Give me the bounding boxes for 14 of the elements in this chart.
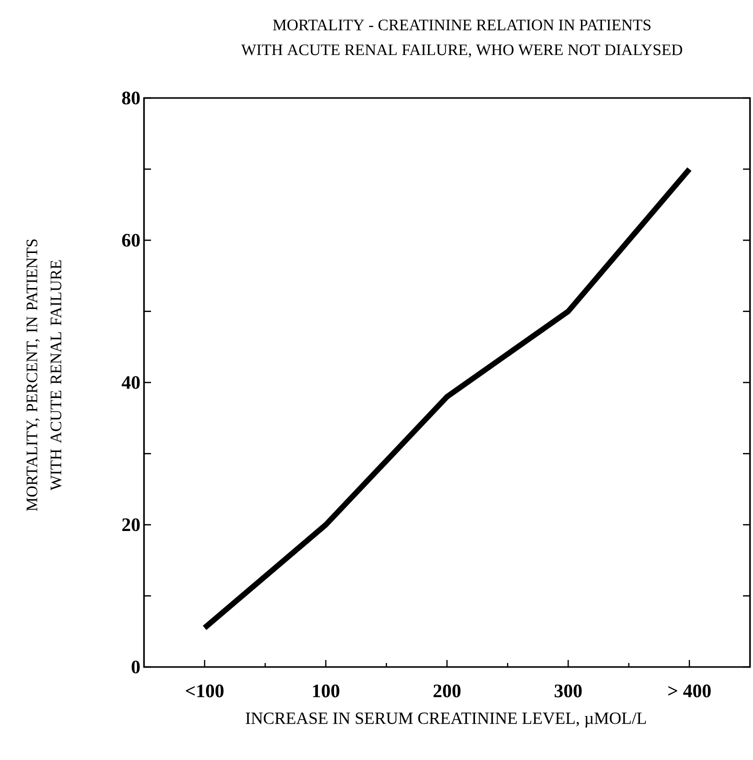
chart-title: MORTALITY - CREATININE RELATION IN PATIENTS xyxy=(273,20,650,30)
y-tick-label: 40 xyxy=(122,376,140,389)
x-tick-label: 300 xyxy=(554,684,582,698)
x-tick-label: 100 xyxy=(313,684,340,698)
x-tick-label: 200 xyxy=(434,684,461,698)
y-tick-label: 80 xyxy=(122,92,140,104)
chart-subtitle: WITH ACUTE RENAL FAILURE, WHO WERE NOT DIALYSED xyxy=(241,44,682,58)
x-tick-label: > 400 xyxy=(668,684,711,698)
x-tick-label: <100 xyxy=(186,684,224,698)
y-tick-label: 0 xyxy=(132,660,140,674)
x-axis-title: INCREASE IN SERUM CREATININE LEVEL, µMOL/L xyxy=(246,712,646,728)
y-tick-label: 60 xyxy=(122,234,140,247)
y-tick-label: 20 xyxy=(122,518,140,532)
y-axis-title: MORTALITY, PERCENT, IN PATIENTS WITH ACUTE RENAL FAILURE xyxy=(26,239,62,512)
